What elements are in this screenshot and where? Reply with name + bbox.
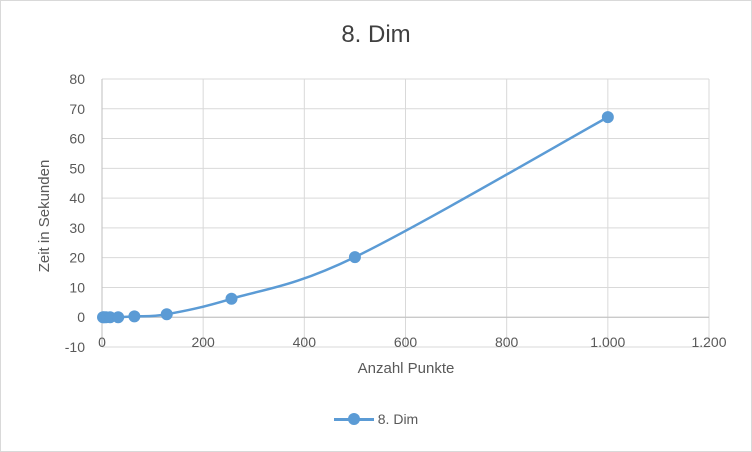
data-point xyxy=(601,111,614,124)
y-tick-label: 40 xyxy=(69,190,85,206)
y-tick-label: 20 xyxy=(69,250,85,266)
x-tick-label: 1.000 xyxy=(590,334,625,350)
x-tick-label: 400 xyxy=(293,334,317,350)
x-tick-label: 200 xyxy=(191,334,215,350)
y-tick-label: 10 xyxy=(69,279,85,295)
x-axis-ticks: 0 200 400 600 800 1.000 1.200 xyxy=(98,334,727,350)
data-point xyxy=(112,311,125,324)
gridlines xyxy=(101,78,710,348)
legend: 8. Dim xyxy=(1,411,751,428)
chart-title: 8. Dim xyxy=(341,21,411,48)
data-point xyxy=(160,308,173,321)
x-tick-label: 0 xyxy=(98,334,106,350)
y-tick-label: 70 xyxy=(69,101,85,117)
y-tick-label: -10 xyxy=(65,339,85,355)
y-tick-label: 80 xyxy=(69,71,85,87)
legend-marker-icon xyxy=(333,413,374,425)
y-tick-label: 30 xyxy=(69,220,85,236)
y-tick-label: 0 xyxy=(77,309,85,325)
series-points xyxy=(97,111,614,324)
y-axis-ticks: -10 0 10 20 30 40 50 60 70 80 xyxy=(65,71,85,355)
x-tick-label: 600 xyxy=(394,334,418,350)
legend-item: 8. Dim xyxy=(333,411,419,427)
y-tick-label: 50 xyxy=(69,160,85,176)
x-axis-title: Anzahl Punkte xyxy=(358,360,455,377)
data-point xyxy=(128,310,141,323)
legend-label: 8. Dim xyxy=(377,411,419,427)
data-point xyxy=(225,292,238,305)
y-tick-label: 60 xyxy=(69,131,85,147)
data-point xyxy=(348,251,361,264)
x-tick-label: 800 xyxy=(495,334,519,350)
x-tick-label: 1.200 xyxy=(691,334,726,350)
y-axis-title: Zeit in Sekunden xyxy=(36,160,53,273)
